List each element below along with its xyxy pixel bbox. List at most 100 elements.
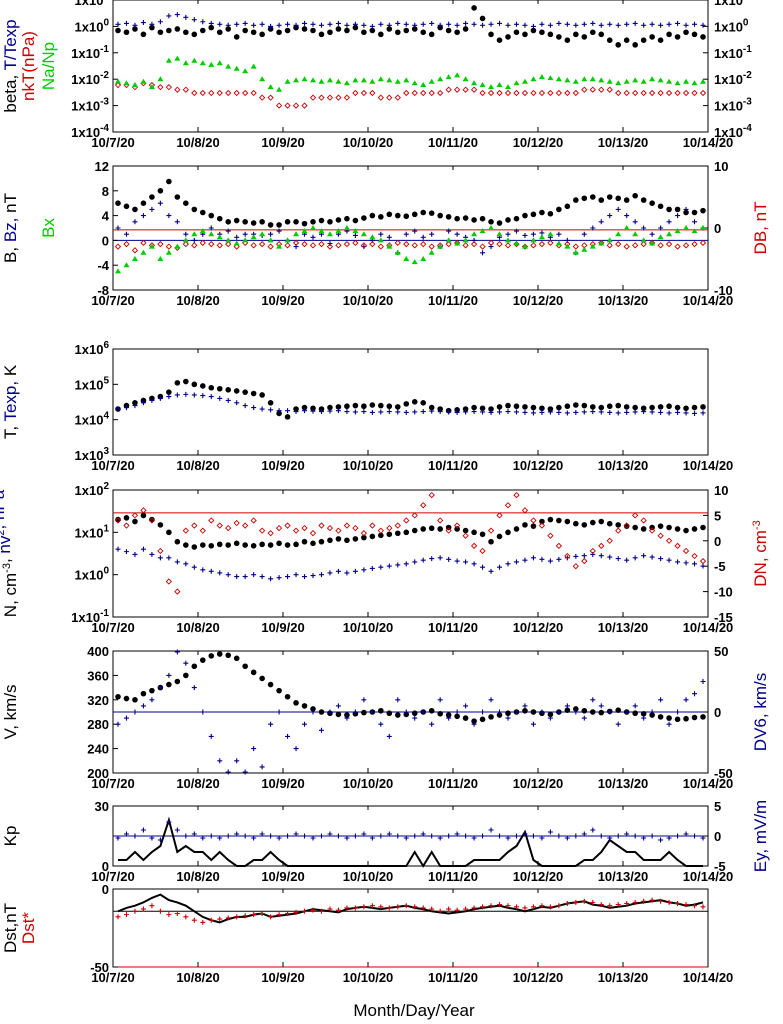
data-point	[360, 89, 368, 97]
data-point	[683, 560, 689, 566]
x-tick-label: 10/10/20	[343, 869, 394, 884]
data-point	[386, 831, 392, 837]
data-point	[488, 219, 494, 225]
data-point	[149, 397, 155, 403]
data-point	[250, 517, 257, 524]
data-point	[140, 249, 147, 255]
data-point	[386, 403, 393, 410]
data-point	[530, 404, 537, 411]
data-point	[573, 409, 579, 415]
series-blue	[115, 819, 706, 843]
data-point	[598, 22, 604, 28]
data-point	[174, 26, 181, 32]
data-point	[123, 405, 129, 411]
data-point	[123, 262, 130, 268]
data-point	[216, 234, 223, 240]
data-point	[149, 206, 155, 212]
data-point	[674, 34, 681, 40]
data-point	[208, 231, 215, 237]
data-point	[251, 912, 257, 918]
data-point	[123, 912, 129, 918]
data-point	[242, 20, 248, 26]
data-point	[530, 237, 537, 243]
left-tick-label: 1x105	[75, 375, 110, 392]
data-point	[403, 561, 409, 567]
series-black	[115, 5, 706, 48]
data-point	[649, 833, 655, 839]
data-point	[386, 26, 393, 32]
data-point	[462, 715, 469, 721]
left-tick-label: 1x100	[75, 566, 110, 583]
data-point	[115, 546, 121, 552]
data-point	[157, 29, 164, 36]
data-point	[623, 243, 630, 250]
data-point	[589, 29, 596, 36]
data-point	[157, 84, 164, 91]
data-point	[437, 22, 443, 28]
data-point	[233, 89, 240, 97]
data-point	[700, 714, 706, 720]
data-point	[428, 491, 435, 499]
panel-4: 1x102 1x101 1x100 1x10-1 10 5 0 -5 -10 -15 N, cm-3…	[0, 481, 770, 635]
data-point	[157, 76, 164, 82]
x-tick-label: 10/12/20	[513, 620, 564, 635]
left-tick-label: 4	[102, 209, 110, 224]
data-point	[480, 22, 486, 28]
data-point	[453, 522, 461, 529]
data-point	[666, 835, 672, 841]
data-point	[259, 675, 265, 682]
data-point	[479, 15, 486, 22]
data-point	[572, 89, 579, 97]
data-point	[140, 213, 146, 219]
data-point	[488, 21, 494, 27]
data-point	[691, 526, 698, 532]
data-point	[666, 206, 672, 213]
data-point	[598, 833, 604, 839]
data-point	[699, 89, 707, 97]
left-axis-label: V, km/s	[1, 684, 20, 739]
data-point	[513, 29, 520, 36]
data-point	[691, 228, 698, 234]
series-black	[117, 893, 704, 924]
left-tick-label: 1x101	[75, 523, 110, 540]
left-tick-label: 400	[87, 644, 109, 659]
data-point	[530, 242, 537, 249]
data-point	[394, 94, 401, 101]
x-tick-label: 10/12/20	[513, 458, 564, 473]
data-point	[556, 709, 562, 715]
data-point	[182, 60, 189, 66]
data-point	[420, 905, 426, 911]
data-point	[522, 404, 528, 410]
data-point	[581, 34, 588, 40]
data-point	[454, 72, 461, 78]
data-point	[615, 240, 622, 248]
data-point	[513, 403, 520, 410]
data-point	[369, 78, 376, 84]
data-point	[174, 678, 181, 685]
data-point	[310, 77, 316, 83]
data-point	[454, 240, 461, 246]
data-point	[242, 913, 248, 919]
data-point	[505, 231, 511, 237]
data-point	[216, 385, 223, 392]
data-point	[302, 908, 308, 914]
data-point	[530, 27, 537, 34]
data-point	[326, 94, 334, 101]
data-point	[131, 82, 138, 88]
data-point	[547, 239, 554, 247]
data-point	[369, 240, 376, 248]
data-point	[539, 556, 545, 562]
left-tick-label: 280	[87, 717, 109, 732]
data-point	[607, 21, 613, 27]
data-point	[497, 902, 503, 908]
data-point	[547, 516, 554, 523]
data-point	[403, 231, 409, 237]
data-point	[284, 414, 291, 420]
data-point	[242, 237, 249, 243]
data-point	[183, 29, 189, 36]
data-point	[276, 228, 282, 234]
data-point	[310, 706, 316, 712]
series-blue	[115, 546, 706, 582]
left-tick-label: 1x103	[75, 446, 110, 463]
data-point	[386, 563, 392, 569]
